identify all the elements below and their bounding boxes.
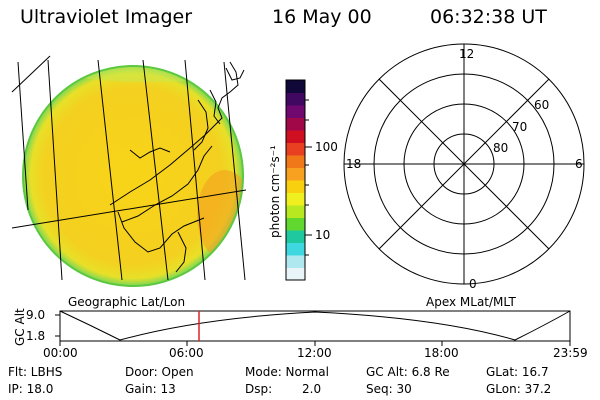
altitude-curve [59,310,571,341]
filter-info: Flt: LBHS [8,365,63,379]
meridian-line [184,59,206,281]
seq-info: Seq: 30 [366,382,412,396]
coastline-path [121,145,213,223]
apex-mlat-label: Apex MLat/MLT [426,295,516,309]
colorbar-cell [286,230,305,243]
coastline-path [117,211,205,253]
colorbar-cell [286,155,305,168]
colorbar-cell [286,180,305,193]
colorbar-cell [286,267,305,281]
lat-label-70: 70 [512,120,528,134]
x-tick-label: 18:00 [424,346,459,360]
coastline-path [209,89,221,125]
dsp-info-value: 2.0 [302,382,322,396]
coastline-path [175,231,187,273]
glat-info: GLat: 16.7 [486,365,549,379]
coastline-path [193,99,209,151]
geo-latlon-label: Geographic Lat/Lon [68,295,186,309]
gc-alt-info: GC Alt: 6.8 Re [366,365,450,379]
meridian-line [97,59,123,281]
parallel-line [11,189,247,229]
y-tick-label: 1.8 [26,329,46,343]
colorbar-frame [285,79,306,281]
x-tick-label: 12:00 [297,346,332,360]
colorbar-cell [286,205,305,218]
colorbar-cell [286,217,305,231]
dim-top-band [60,66,240,82]
door-info: Door: Open [125,365,194,379]
date-label: 16 May 00 [272,6,372,28]
app-title: Ultraviolet Imager [20,6,193,28]
lat-label-80: 80 [493,141,509,155]
x-tick-label: 23:59 [553,346,588,360]
polar-diagonal [378,78,550,250]
timeline-frame [59,310,571,342]
polar-grid [343,43,585,285]
x-tick-label: 06:00 [169,346,204,360]
meridian-line [17,61,29,211]
colorbar-cell [286,117,305,131]
colorbar-unit-label: photon cm⁻²s⁻¹ [268,145,282,238]
colorbar-cell [286,80,305,93]
bright-region [197,170,243,260]
dsp-info-label: Dsp: [245,382,273,396]
colorbar-cell [286,105,305,118]
colorbar-cell [286,167,305,181]
lat-label-60: 60 [534,98,550,112]
time-label: 06:32:38 UT [430,6,547,28]
parallel-line [11,55,51,93]
gain-info: Gain: 13 [125,382,176,396]
ip-info: IP: 18.0 [8,382,54,396]
mode-info: Mode: Normal [245,365,329,379]
colorbar-cell [286,142,305,156]
x-tick-label: 00:00 [43,346,78,360]
colorbar-cell [286,192,305,206]
y-tick-label: 9.0 [26,308,46,322]
mlt-label-12: 12 [459,47,475,61]
colorbar-tick-label: 100 [315,140,338,154]
colorbar [286,80,305,281]
colorbar-cell [286,242,305,256]
coastline-path [225,67,245,81]
meridian-line [223,61,246,281]
mlt-label-0: 0 [469,277,477,291]
gc-alt-axis-label: GC Alt [13,308,27,346]
mlt-label-18: 18 [346,157,362,171]
colorbar-cell [286,255,305,268]
coastlines [109,61,245,273]
colorbar-cell [286,130,305,143]
colorbar-cell [286,92,305,106]
colorbar-tick-label: 10 [315,228,331,242]
meridian-line [47,59,63,281]
glon-info: GLon: 37.2 [486,382,552,396]
earth-disk [23,66,243,286]
uv-image [22,65,244,287]
mlt-label-6: 6 [575,157,583,171]
disk-limb [22,65,244,287]
coastline-path [129,147,171,159]
